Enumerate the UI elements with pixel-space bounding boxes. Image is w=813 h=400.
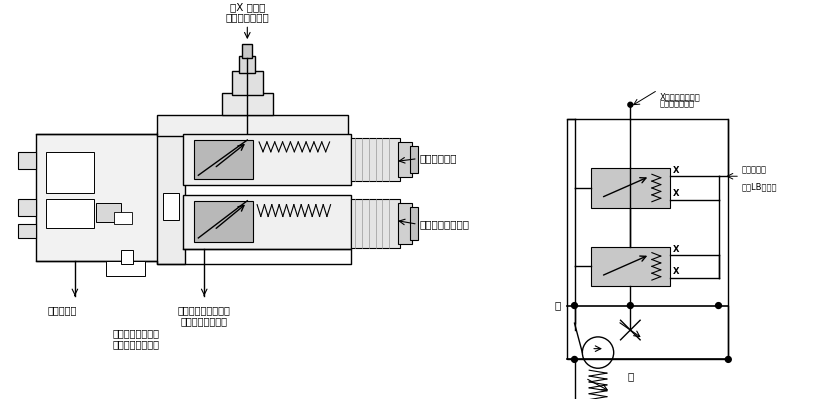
Bar [183,134,351,185]
Text: （柱塞行程加长）: （柱塞行程加长） [112,339,159,349]
Text: 控制压力至伺服活塞: 控制压力至伺服活塞 [178,306,231,316]
Bar [157,132,185,264]
Text: 泄漏至壳体: 泄漏至壳体 [47,306,77,316]
Bar [351,138,400,181]
Text: 压差调整螺钉: 压差调整螺钉 [420,154,457,164]
Text: X: X [672,245,679,254]
Circle shape [572,303,577,308]
Bar [18,152,36,169]
Bar [18,199,36,216]
Circle shape [628,303,633,308]
Text: 泵压力至伺服活塞: 泵压力至伺服活塞 [112,328,159,338]
Bar [232,72,263,95]
Circle shape [715,303,721,308]
Text: 最高压力调整螺钉: 最高压力调整螺钉 [420,219,470,229]
Circle shape [572,356,577,362]
Bar [121,250,133,264]
Text: X: X [672,189,679,198]
Bar [591,168,670,208]
Bar [222,93,273,114]
Text: X: X [672,267,679,276]
Bar [240,56,255,73]
Bar [114,212,132,224]
Text: X油口（此处连接: X油口（此处连接 [659,92,701,101]
Bar [46,199,94,228]
Bar [242,44,252,58]
Bar [194,140,253,179]
Text: X: X [672,166,679,175]
Bar [398,142,412,177]
Bar [351,199,400,248]
Text: 进: 进 [627,371,633,381]
Bar [163,193,179,220]
Bar [567,120,728,360]
Bar [18,224,36,238]
Bar [157,114,348,136]
Text: 排放节流口: 排放节流口 [742,165,767,174]
Bar [398,203,412,244]
Circle shape [628,102,633,107]
Bar [194,201,253,242]
Bar [410,207,418,240]
Text: 负载敏感连接口: 负载敏感连接口 [225,12,269,22]
Circle shape [725,356,731,362]
Bar [410,146,418,173]
Bar [97,203,121,222]
Bar [46,152,94,193]
Text: （柱塞行程减小）: （柱塞行程减小） [180,316,228,326]
Text: （仅LB控制）: （仅LB控制） [742,182,777,191]
Text: （X 油口）: （X 油口） [229,3,265,13]
Text: 负载传感管路）: 负载传感管路） [659,100,695,109]
Bar [591,247,670,286]
Text: 出: 出 [554,300,561,310]
Bar [183,195,351,249]
Bar [107,262,146,276]
Bar [36,134,159,262]
